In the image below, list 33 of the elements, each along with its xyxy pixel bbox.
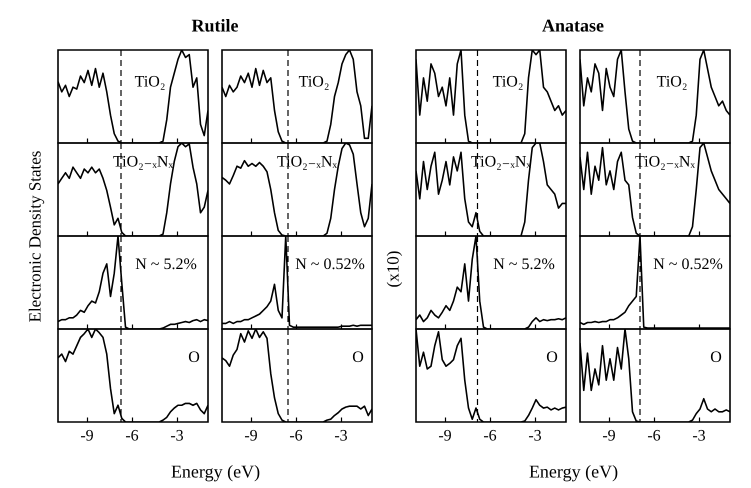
x-tick-label: -6: [483, 428, 497, 444]
x-tick-label: -9: [244, 428, 258, 444]
annotation: TiO₂₋ₓNₓ: [634, 154, 696, 171]
x-tick-label: -9: [602, 428, 616, 444]
x-tick-label: -3: [170, 428, 184, 444]
annotation: TiO₂: [656, 74, 688, 91]
annotation: N ~ 0.52%: [653, 256, 723, 273]
y-axis-title: (x10): [384, 250, 402, 288]
x-tick-label: -3: [334, 428, 348, 444]
x-tick-label: -9: [80, 428, 94, 444]
annotation: O: [710, 348, 722, 366]
annotation: O: [188, 348, 200, 366]
annotation: O: [352, 348, 364, 366]
annotation: TiO₂₋ₓNₓ: [276, 154, 338, 171]
x-tick-label: -9: [438, 428, 452, 444]
chart-title: Rutile: [192, 15, 239, 36]
annotation: N ~ 5.2%: [493, 256, 555, 273]
annotation: TiO₂: [492, 74, 524, 91]
annotation: TiO₂: [298, 74, 330, 91]
x-tick-label: -6: [289, 428, 303, 444]
x-tick-label: -6: [647, 428, 661, 444]
annotation: N ~ 0.52%: [295, 256, 365, 273]
x-tick-label: -3: [528, 428, 542, 444]
y-axis-title: Electronic Density States: [26, 150, 44, 322]
annotation: N ~ 5.2%: [135, 256, 197, 273]
annotation: O: [546, 348, 558, 366]
x-tick-label: -3: [692, 428, 706, 444]
annotation: TiO₂₋ₓNₓ: [112, 154, 174, 171]
x-axis-title: Energy (eV): [170, 462, 260, 482]
annotation: TiO₂: [134, 74, 166, 91]
x-axis-title: Energy (eV): [528, 462, 618, 482]
x-tick-label: -6: [125, 428, 139, 444]
chart-title: Anatase: [542, 15, 604, 36]
